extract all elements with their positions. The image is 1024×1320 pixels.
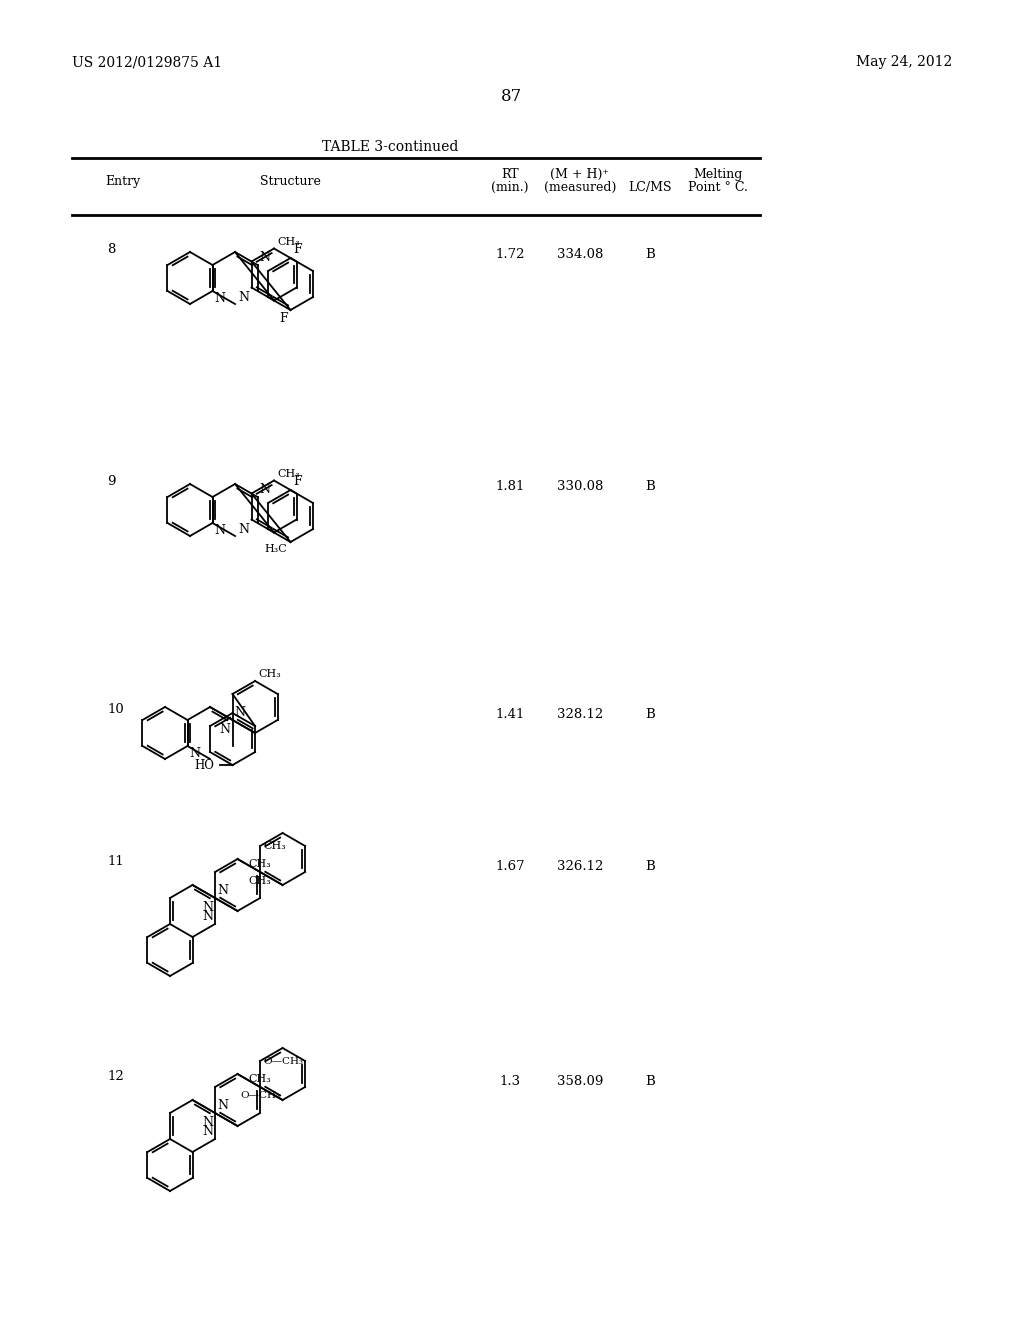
Text: TABLE 3-continued: TABLE 3-continued bbox=[322, 140, 458, 154]
Text: N: N bbox=[259, 251, 270, 264]
Text: B: B bbox=[645, 708, 655, 721]
Text: 1.41: 1.41 bbox=[496, 708, 524, 721]
Text: 330.08: 330.08 bbox=[557, 480, 603, 492]
Text: 1.81: 1.81 bbox=[496, 480, 524, 492]
Text: LC/MS: LC/MS bbox=[629, 181, 672, 194]
Text: O—CH₃: O—CH₃ bbox=[263, 1056, 303, 1065]
Text: F: F bbox=[294, 243, 302, 256]
Text: N: N bbox=[202, 1125, 213, 1138]
Text: N: N bbox=[202, 902, 213, 913]
Text: N: N bbox=[214, 292, 225, 305]
Text: 326.12: 326.12 bbox=[557, 861, 603, 873]
Text: 328.12: 328.12 bbox=[557, 708, 603, 721]
Text: (measured): (measured) bbox=[544, 181, 616, 194]
Text: N: N bbox=[189, 747, 201, 760]
Text: CH₃: CH₃ bbox=[258, 669, 281, 678]
Text: 334.08: 334.08 bbox=[557, 248, 603, 261]
Text: Point ° C.: Point ° C. bbox=[688, 181, 748, 194]
Text: 1.3: 1.3 bbox=[500, 1074, 520, 1088]
Text: US 2012/0129875 A1: US 2012/0129875 A1 bbox=[72, 55, 222, 69]
Text: (min.): (min.) bbox=[492, 181, 528, 194]
Text: CH₃: CH₃ bbox=[249, 859, 271, 869]
Text: N: N bbox=[217, 1100, 228, 1111]
Text: Melting: Melting bbox=[693, 168, 742, 181]
Text: N: N bbox=[239, 290, 250, 304]
Text: 358.09: 358.09 bbox=[557, 1074, 603, 1088]
Text: CH₃: CH₃ bbox=[249, 876, 271, 886]
Text: May 24, 2012: May 24, 2012 bbox=[856, 55, 952, 69]
Text: 10: 10 bbox=[106, 704, 124, 715]
Text: Structure: Structure bbox=[259, 176, 321, 187]
Text: 11: 11 bbox=[106, 855, 124, 869]
Text: 1.72: 1.72 bbox=[496, 248, 524, 261]
Text: 12: 12 bbox=[106, 1071, 124, 1082]
Text: 87: 87 bbox=[502, 88, 522, 106]
Text: B: B bbox=[645, 248, 655, 261]
Text: B: B bbox=[645, 1074, 655, 1088]
Text: CH₃: CH₃ bbox=[249, 1074, 271, 1084]
Text: N: N bbox=[202, 1115, 213, 1129]
Text: N: N bbox=[217, 884, 228, 898]
Text: N: N bbox=[259, 483, 270, 496]
Text: N: N bbox=[214, 524, 225, 537]
Text: 1.67: 1.67 bbox=[496, 861, 525, 873]
Text: RT: RT bbox=[501, 168, 519, 181]
Text: CH₃: CH₃ bbox=[278, 236, 300, 247]
Text: H₃C: H₃C bbox=[265, 544, 288, 554]
Text: F: F bbox=[294, 475, 302, 488]
Text: B: B bbox=[645, 861, 655, 873]
Text: N: N bbox=[234, 706, 246, 719]
Text: (M + H)⁺: (M + H)⁺ bbox=[551, 168, 609, 181]
Text: CH₃: CH₃ bbox=[263, 841, 286, 851]
Text: CH₃: CH₃ bbox=[278, 469, 300, 479]
Text: N: N bbox=[219, 723, 230, 737]
Text: O—CH₃: O—CH₃ bbox=[240, 1092, 281, 1100]
Text: HO: HO bbox=[195, 759, 215, 771]
Text: B: B bbox=[645, 480, 655, 492]
Text: N: N bbox=[239, 523, 250, 536]
Text: N: N bbox=[202, 909, 213, 923]
Text: 8: 8 bbox=[106, 243, 116, 256]
Text: 9: 9 bbox=[106, 475, 116, 488]
Text: F: F bbox=[279, 312, 288, 325]
Text: Entry: Entry bbox=[105, 176, 140, 187]
